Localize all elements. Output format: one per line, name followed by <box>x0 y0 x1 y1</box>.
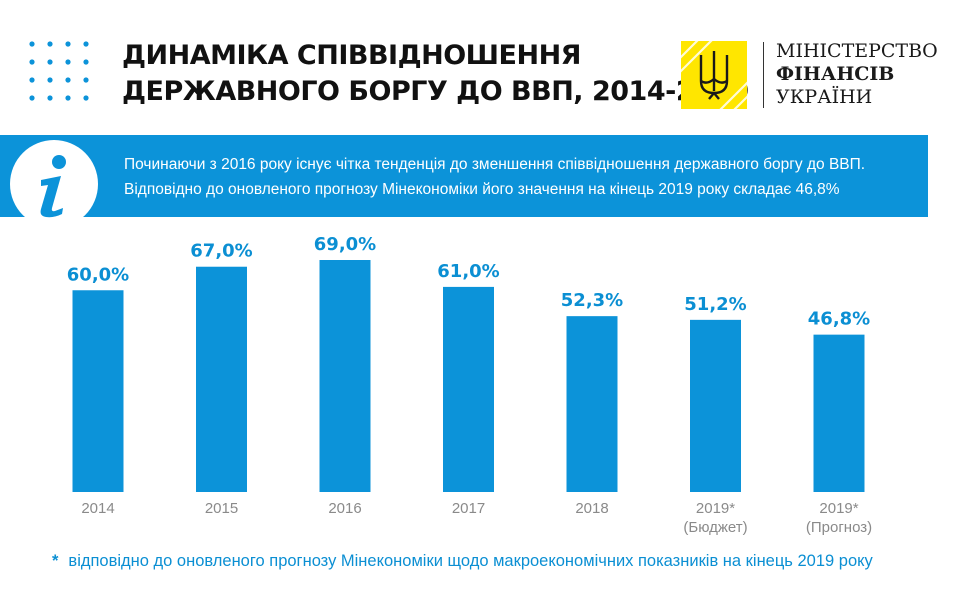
bar-4 <box>443 286 494 492</box>
x-tick-label-3: 2016 <box>328 500 361 517</box>
value-label-7: 46,8% <box>808 309 870 330</box>
info-line-2: Відповідно до оновленого прогнозу Мінеко… <box>124 181 840 198</box>
logo-line-1: МІНІСТЕРСТВО <box>776 40 938 62</box>
bar-7 <box>813 334 865 492</box>
info-line-1: Починаючи з 2016 року існує чітка тенден… <box>124 156 866 173</box>
value-label-1: 60,0% <box>67 264 129 285</box>
value-label-5: 52,3% <box>561 290 623 311</box>
page-title: ДИНАМІКА СПІВВІДНОШЕННЯ ДЕРЖАВНОГО БОРГУ… <box>122 38 749 110</box>
x-tick-label-4: 2017 <box>452 500 485 517</box>
x-tick-label-1: 2014 <box>81 500 114 517</box>
bar-5 <box>566 316 618 492</box>
x-tick-label-7: 2019* <box>819 500 858 517</box>
title-line-1: ДИНАМІКА СПІВВІДНОШЕННЯ <box>122 40 581 71</box>
value-label-6: 51,2% <box>684 294 746 315</box>
bar-3 <box>319 260 371 492</box>
title-line-2: ДЕРЖАВНОГО БОРГУ ДО ВВП, 2014-2019 <box>122 76 749 107</box>
ministry-logo-text: МІНІСТЕРСТВО ФІНАНСІВ УКРАЇНИ <box>776 40 938 109</box>
logo-divider <box>763 42 764 108</box>
info-text: Починаючи з 2016 року існує чітка тенден… <box>124 152 865 202</box>
value-label-3: 69,0% <box>314 234 376 255</box>
x-tick-sublabel-6: (Бюджет) <box>683 519 747 536</box>
x-tick-label-2: 2015 <box>205 500 238 517</box>
footnote: * відповідно до оновленого прогнозу Мінек… <box>52 552 873 571</box>
decorative-dot-grid <box>29 41 89 101</box>
logo-line-2: ФІНАНСІВ <box>776 63 895 85</box>
info-icon <box>10 140 98 228</box>
x-tick-label-5: 2018 <box>575 500 608 517</box>
value-label-2: 67,0% <box>190 241 252 262</box>
trident-icon <box>681 41 747 109</box>
x-tick-label-6: 2019* <box>696 500 735 517</box>
footnote-star: * <box>52 552 59 570</box>
bar-2 <box>196 266 247 492</box>
bar-1 <box>72 290 124 492</box>
value-label-4: 61,0% <box>437 261 499 282</box>
info-banner <box>0 135 928 217</box>
bar-6 <box>690 319 741 492</box>
x-tick-sublabel-7: (Прогноз) <box>806 519 872 536</box>
footnote-text: відповідно до оновленого прогнозу Мінеко… <box>68 552 873 570</box>
logo-line-3: УКРАЇНИ <box>776 86 873 108</box>
